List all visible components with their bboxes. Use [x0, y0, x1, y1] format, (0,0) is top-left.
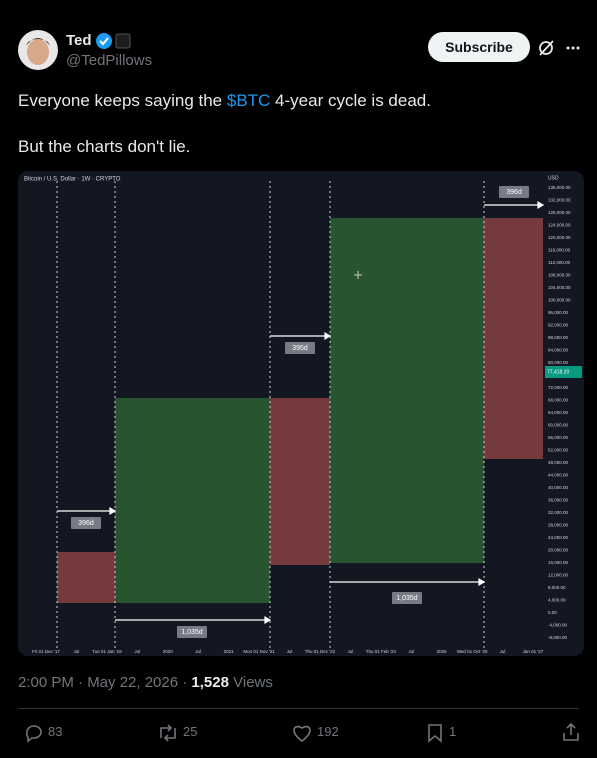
y-axis-label: 112,000.00	[548, 260, 571, 265]
y-axis-label: 52,000.00	[548, 448, 569, 453]
duration-box	[392, 592, 422, 604]
y-axis-label: 92,000.00	[548, 323, 569, 328]
chart-header: Bitcoin / U.S. Dollar · 1W · CRYPTO	[24, 177, 121, 183]
x-axis-label: Jul	[287, 649, 293, 654]
x-axis-label: Thu 01 Feb '24	[366, 649, 397, 654]
y-axis-label: -8,000.00	[548, 635, 568, 640]
reply-count: 83	[48, 724, 63, 739]
y-axis-label: 100,000.00	[548, 298, 571, 303]
bookmark-count: 1	[449, 724, 457, 739]
y-axis-label: 64,000.00	[548, 410, 569, 415]
x-axis-label: Jul	[195, 649, 201, 654]
y-axis-label: 0.00	[548, 610, 557, 615]
y-axis-label: 24,000.00	[548, 535, 569, 540]
x-axis-label: Wed 01 Oct '25	[457, 649, 488, 654]
y-axis-label: 104,000.00	[548, 285, 571, 290]
tweet-text: Everyone keeps saying the $BTC 4-year cy…	[18, 90, 431, 112]
author-handle[interactable]: @TedPillows	[66, 52, 153, 69]
y-axis-label: 132,000.00	[548, 198, 571, 203]
y-axis-label: 20,000.00	[548, 548, 569, 553]
duration-box	[71, 517, 101, 529]
y-axis-label: 72,000.00	[548, 385, 569, 390]
y-axis-label: 48,000.00	[548, 460, 569, 465]
y-axis-label: 88,000.00	[548, 335, 569, 340]
y-axis-label: 68,000.00	[548, 398, 569, 403]
badges	[96, 33, 131, 49]
x-axis-label: 2020	[163, 649, 174, 654]
repost-count: 25	[183, 724, 198, 739]
tweet-text: But the charts don't lie.	[18, 137, 191, 156]
currency: USD	[548, 175, 559, 181]
current-price: 77,418.20	[547, 369, 569, 375]
duration-label: 395d	[292, 345, 308, 352]
chart-image[interactable]: Bitcoin / U.S. Dollar · 1W · CRYPTO USD 13…	[18, 171, 584, 656]
bookmark-icon[interactable]	[426, 723, 444, 743]
duration-label: 396d	[506, 189, 522, 196]
x-axis-label: 2021	[224, 649, 235, 654]
price-tag	[545, 366, 582, 378]
y-axis-label: 8,000.00	[548, 585, 566, 590]
y-axis-label: 36,000.00	[548, 498, 569, 503]
x-axis-label: Thu 01 Dec '22	[305, 649, 336, 654]
y-axis-label: 28,000.00	[548, 523, 569, 528]
x-axis-label: 2025	[437, 649, 448, 654]
menu-icons[interactable]	[536, 38, 586, 58]
duration-label: 1,035d	[396, 595, 418, 602]
y-axis-label: 136,000.00	[548, 185, 571, 190]
y-axis-label: 60,000.00	[548, 423, 569, 428]
y-axis-label: 96,000.00	[548, 310, 569, 315]
repost-icon[interactable]	[157, 723, 179, 743]
cashtag[interactable]: $BTC	[226, 91, 271, 110]
y-axis-label: 120,000.00	[548, 235, 571, 240]
duration-label: 1,035d	[181, 629, 203, 636]
y-axis-label: 40,000.00	[548, 485, 569, 490]
y-axis-label: 56,000.00	[548, 435, 569, 440]
text: Everyone keeps saying the	[18, 91, 227, 110]
x-axis-label: Jul	[74, 649, 80, 654]
x-axis-label: Jul	[134, 649, 140, 654]
like-count: 192	[317, 724, 339, 739]
y-axis-label: 44,000.00	[548, 473, 569, 478]
x-axis-label: Jan 01 '27	[523, 649, 544, 654]
x-axis-label: Tue 01 Jan '19	[92, 649, 122, 654]
y-axis-label: 32,000.00	[548, 510, 569, 515]
x-axis-label: Jul	[500, 649, 506, 654]
duration-label: 396d	[78, 520, 94, 527]
y-axis-label: 128,000.00	[548, 210, 571, 215]
y-axis-label: 16,000.00	[548, 560, 569, 565]
x-axis-label: Fri 01 Dec '17	[32, 649, 60, 654]
timestamp[interactable]: 2:00 PM · May 22, 2026 ·	[18, 674, 192, 691]
views-label: Views	[233, 674, 273, 691]
y-axis-label: 80,000.00	[548, 360, 569, 365]
divider	[18, 708, 579, 709]
y-axis-label: 4,000.00	[548, 598, 566, 603]
avatar[interactable]	[18, 30, 58, 70]
y-axis-label: 108,000.00	[548, 273, 571, 278]
duration-box	[285, 342, 315, 354]
y-axis-label: -4,000.00	[548, 623, 568, 628]
x-axis-label: Mon 01 Nov '21	[243, 649, 275, 654]
y-axis-label: 12,000.00	[548, 573, 569, 578]
reply-icon[interactable]	[24, 723, 44, 743]
duration-box	[177, 626, 207, 638]
y-axis-label: 116,000.00	[548, 248, 571, 253]
share-icon[interactable]	[561, 722, 581, 742]
like-icon[interactable]	[291, 723, 313, 743]
y-axis-label: 84,000.00	[548, 348, 569, 353]
text: 4-year cycle is dead.	[270, 91, 431, 110]
x-axis-label: Jul	[408, 649, 414, 654]
subscribe-button[interactable]: Subscribe	[428, 32, 530, 62]
y-axis-label: 124,000.00	[548, 223, 571, 228]
x-axis-label: Jul	[347, 649, 353, 654]
author-name[interactable]: Ted	[66, 32, 92, 49]
tweet-meta: 2:00 PM · May 22, 2026 · 1,528 Views	[18, 674, 273, 691]
views-count: 1,528	[191, 674, 229, 691]
duration-box	[499, 186, 529, 198]
